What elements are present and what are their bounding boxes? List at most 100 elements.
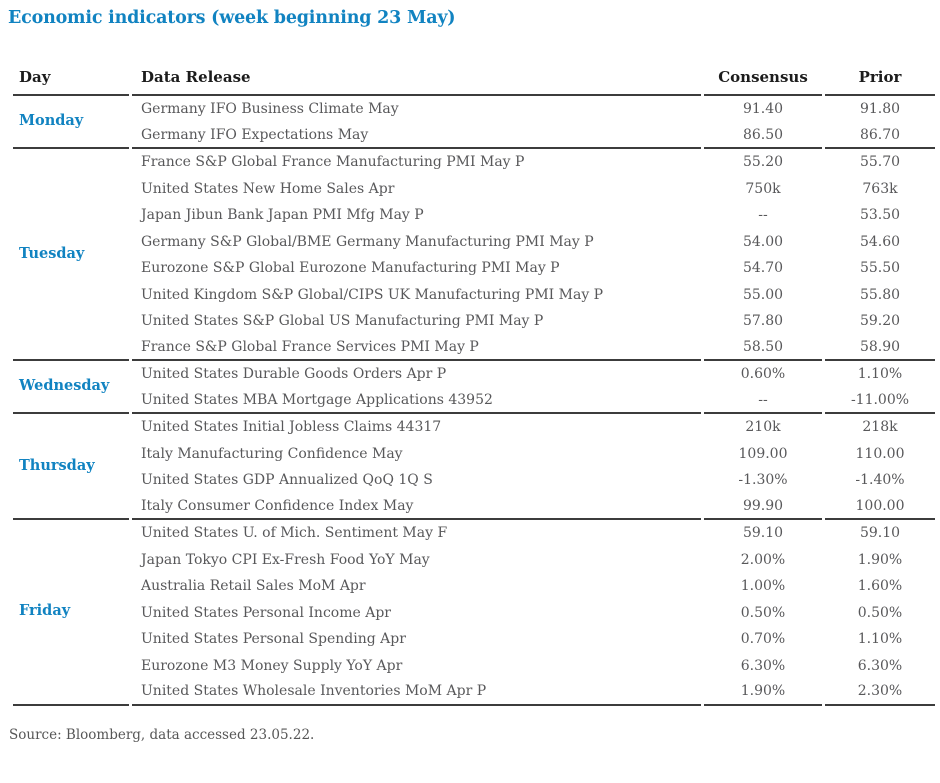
consensus-cell: 1.90% bbox=[704, 679, 822, 706]
prior-cell: 53.50 bbox=[859, 207, 901, 224]
release-cell: United States New Home Sales Apr bbox=[141, 180, 395, 197]
table-row: Germany IFO Expectations May 86.50 86.70 bbox=[13, 123, 935, 149]
table-row: Japan Jibun Bank Japan PMI Mfg May P -- 53… bbox=[13, 202, 935, 229]
consensus-cell: 86.50 bbox=[704, 123, 822, 149]
release-cell: United States Personal Spending Apr bbox=[141, 631, 406, 648]
release-cell: Germany S&P Global/BME Germany Manufactu… bbox=[141, 233, 594, 250]
release-cell: Japan Tokyo CPI Ex-Fresh Food YoY May bbox=[141, 551, 430, 568]
prior-cell: 58.90 bbox=[825, 335, 935, 361]
day-label: Tuesday bbox=[13, 149, 129, 361]
consensus-cell: 0.60% bbox=[740, 366, 786, 383]
column-header-prior: Prior bbox=[825, 64, 935, 96]
prior-cell: 100.00 bbox=[825, 494, 935, 520]
prior-cell: 1.10% bbox=[857, 631, 903, 648]
column-header-data-release: Data Release bbox=[132, 64, 701, 96]
consensus-cell: 6.30% bbox=[740, 657, 786, 674]
consensus-cell: -1.30% bbox=[738, 472, 788, 489]
table-row: Tuesday France S&P Global France Manufact… bbox=[13, 149, 935, 361]
consensus-cell: 58.50 bbox=[704, 335, 822, 361]
table-row: Italy Manufacturing Confidence May 109.00… bbox=[13, 441, 935, 468]
prior-cell: 218k bbox=[862, 419, 898, 436]
consensus-cell: 210k bbox=[745, 419, 781, 436]
prior-cell: 0.50% bbox=[857, 604, 903, 621]
table-row: Friday United States U. of Mich. Sentimen… bbox=[13, 520, 935, 706]
day-label: Wednesday bbox=[13, 361, 129, 414]
consensus-cell: 0.50% bbox=[740, 604, 786, 621]
release-cell: United States GDP Annualized QoQ 1Q S bbox=[141, 472, 433, 489]
prior-cell: 110.00 bbox=[855, 445, 905, 462]
prior-cell: 55.50 bbox=[859, 260, 901, 277]
release-cell: United Kingdom S&P Global/CIPS UK Manufa… bbox=[141, 286, 604, 303]
economic-indicators-table: Day Data Release Consensus Prior Monday G… bbox=[10, 64, 938, 706]
table-row: United Kingdom S&P Global/CIPS UK Manufa… bbox=[13, 282, 935, 309]
release-cell: United States Personal Income Apr bbox=[141, 604, 391, 621]
table-row: Eurozone S&P Global Eurozone Manufacturi… bbox=[13, 255, 935, 282]
table-row: United States S&P Global US Manufacturin… bbox=[13, 308, 935, 335]
prior-cell: 91.80 bbox=[859, 101, 901, 118]
prior-cell: 763k bbox=[862, 180, 898, 197]
table-row: Monday Germany IFO Business Climate May 91… bbox=[13, 96, 935, 149]
table-row: United States MBA Mortgage Applications … bbox=[13, 388, 935, 414]
table-body: Monday Germany IFO Business Climate May 91… bbox=[13, 96, 935, 706]
consensus-cell: 54.70 bbox=[742, 260, 784, 277]
release-cell: United States S&P Global US Manufacturin… bbox=[141, 313, 544, 330]
release-cell: France S&P Global France Services PMI Ma… bbox=[132, 335, 701, 361]
table-row: Australia Retail Sales MoM Apr 1.00% 1.60% bbox=[13, 573, 935, 600]
table-row: United States Personal Income Apr 0.50% 0.… bbox=[13, 600, 935, 627]
consensus-cell: 59.10 bbox=[742, 525, 784, 542]
table-row: Thursday United States Initial Jobless Cl… bbox=[13, 414, 935, 520]
release-cell: Japan Jibun Bank Japan PMI Mfg May P bbox=[141, 207, 424, 224]
consensus-cell: -- bbox=[758, 207, 768, 224]
consensus-cell: 2.00% bbox=[740, 551, 786, 568]
consensus-cell: 55.20 bbox=[742, 154, 784, 171]
consensus-cell: 0.70% bbox=[740, 631, 786, 648]
consensus-cell: 54.00 bbox=[742, 233, 784, 250]
prior-cell: 1.90% bbox=[857, 551, 903, 568]
consensus-cell: 99.90 bbox=[704, 494, 822, 520]
table-row: Italy Consumer Confidence Index May 99.90… bbox=[13, 494, 935, 520]
release-cell: Germany IFO Business Climate May bbox=[141, 101, 399, 118]
source-note: Source: Bloomberg, data accessed 23.05.2… bbox=[9, 726, 315, 743]
header-row: Day Data Release Consensus Prior bbox=[13, 64, 935, 96]
release-cell: Italy Consumer Confidence Index May bbox=[132, 494, 701, 520]
prior-cell: 59.20 bbox=[859, 313, 901, 330]
table-row: United States Wholesale Inventories MoM … bbox=[13, 679, 935, 706]
day-label: Monday bbox=[13, 96, 129, 149]
release-cell: Germany IFO Expectations May bbox=[132, 123, 701, 149]
day-label: Thursday bbox=[13, 414, 129, 520]
table-row: France S&P Global France Services PMI Ma… bbox=[13, 335, 935, 361]
release-cell: Italy Manufacturing Confidence May bbox=[141, 445, 403, 462]
table-row: United States Personal Spending Apr 0.70%… bbox=[13, 626, 935, 653]
table-header: Day Data Release Consensus Prior bbox=[13, 64, 935, 96]
column-header-day: Day bbox=[13, 64, 129, 96]
release-cell: United States U. of Mich. Sentiment May … bbox=[141, 525, 448, 542]
page-title: Economic indicators (week beginning 23 M… bbox=[8, 8, 456, 28]
prior-cell: 55.70 bbox=[859, 154, 901, 171]
prior-cell: 86.70 bbox=[825, 123, 935, 149]
prior-cell: 55.80 bbox=[859, 286, 901, 303]
prior-cell: 1.60% bbox=[857, 578, 903, 595]
prior-cell: 6.30% bbox=[857, 657, 903, 674]
release-cell: Australia Retail Sales MoM Apr bbox=[141, 578, 366, 595]
consensus-cell: 55.00 bbox=[742, 286, 784, 303]
prior-cell: 2.30% bbox=[825, 679, 935, 706]
table-row: Japan Tokyo CPI Ex-Fresh Food YoY May 2.0… bbox=[13, 547, 935, 574]
release-cell: United States Durable Goods Orders Apr P bbox=[141, 366, 447, 383]
prior-cell: -11.00% bbox=[825, 388, 935, 414]
consensus-cell: 1.00% bbox=[740, 578, 786, 595]
consensus-cell: 750k bbox=[745, 180, 781, 197]
prior-cell: -1.40% bbox=[855, 472, 905, 489]
table-row: United States GDP Annualized QoQ 1Q S -1.… bbox=[13, 467, 935, 494]
release-cell: Eurozone S&P Global Eurozone Manufacturi… bbox=[141, 260, 560, 277]
prior-cell: 1.10% bbox=[857, 366, 903, 383]
consensus-cell: 109.00 bbox=[738, 445, 788, 462]
column-header-consensus: Consensus bbox=[704, 64, 822, 96]
prior-cell: 54.60 bbox=[859, 233, 901, 250]
table-row: Wednesday United States Durable Goods Ord… bbox=[13, 361, 935, 414]
release-cell: France S&P Global France Manufacturing P… bbox=[141, 154, 525, 171]
table-row: United States New Home Sales Apr 750k 763k bbox=[13, 176, 935, 203]
consensus-cell: 57.80 bbox=[742, 313, 784, 330]
release-cell: Eurozone M3 Money Supply YoY Apr bbox=[141, 657, 403, 674]
release-cell: United States MBA Mortgage Applications … bbox=[132, 388, 701, 414]
